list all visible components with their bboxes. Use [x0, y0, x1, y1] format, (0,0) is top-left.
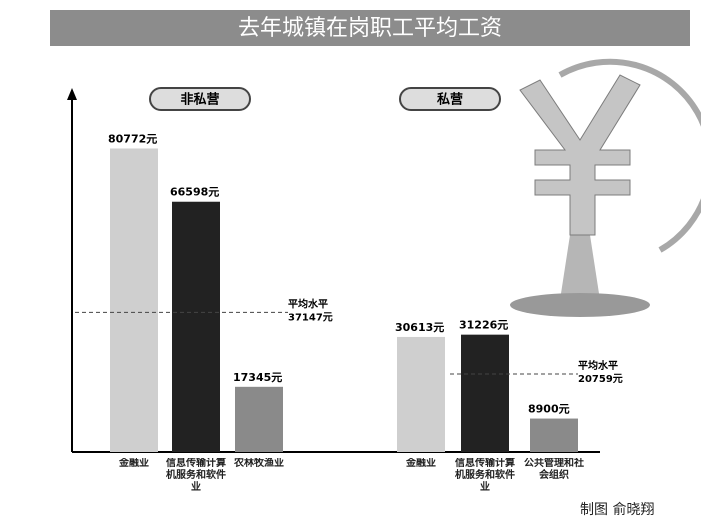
category-text: 信息传输计算机服务和软件业 [166, 458, 226, 494]
category-text: 金融业 [391, 458, 451, 470]
bar [235, 387, 283, 452]
value-label: 30613元 [395, 321, 444, 334]
category-label: 公共管理和社会组织 [524, 458, 584, 508]
chart-title: 去年城镇在岗职工平均工资 [238, 16, 502, 41]
group-name: 私营 [437, 92, 463, 108]
average-label: 20759元 [578, 373, 623, 385]
category-text: 信息传输计算机服务和软件业 [455, 458, 515, 494]
yen-decoration [510, 62, 701, 317]
category-text: 金融业 [104, 458, 164, 470]
category-text: 公共管理和社会组织 [524, 458, 584, 482]
credit: 制图 俞晓翔 [580, 501, 654, 518]
value-label: 17345元 [233, 371, 282, 384]
value-label: 31226元 [459, 319, 508, 332]
bar [110, 148, 158, 452]
average-title: 平均水平 [288, 297, 328, 310]
category-label: 金融业 [104, 458, 164, 508]
category-label: 农林牧渔业 [229, 458, 289, 508]
bar [172, 202, 220, 452]
average-label: 37147元 [288, 311, 333, 323]
value-label: 66598元 [170, 186, 219, 199]
bar [530, 419, 578, 452]
category-label: 金融业 [391, 458, 451, 508]
bar [461, 335, 509, 452]
group-name: 非私营 [180, 92, 219, 108]
bar [397, 337, 445, 452]
value-label: 8900元 [528, 403, 570, 416]
category-text: 农林牧渔业 [229, 458, 289, 470]
chart: 去年城镇在岗职工平均工资 制图 俞晓翔 非私营80772元金融业66598元信息… [0, 0, 701, 524]
category-label: 信息传输计算机服务和软件业 [455, 458, 515, 508]
axis-arrow [67, 88, 77, 100]
value-label: 80772元 [108, 132, 157, 145]
category-label: 信息传输计算机服务和软件业 [166, 458, 226, 508]
average-title: 平均水平 [578, 359, 618, 372]
